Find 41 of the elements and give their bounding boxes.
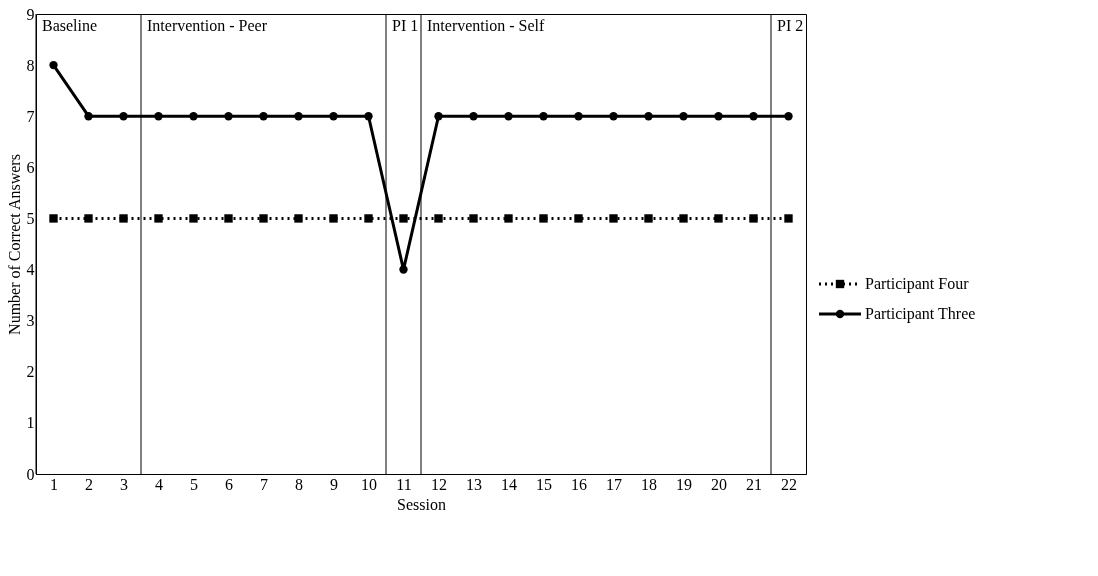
x-tick-label: 9 <box>330 475 338 493</box>
y-tick-label: 8 <box>26 56 35 74</box>
x-tick-label: 6 <box>225 475 233 493</box>
y-axis-title: Number of Correct Answers <box>5 154 23 335</box>
x-tick-label: 13 <box>466 475 482 493</box>
x-tick-label: 19 <box>676 475 692 493</box>
y-tick-label: 4 <box>26 261 35 279</box>
legend-label: Participant Four <box>865 275 970 293</box>
y-tick-label: 7 <box>26 107 35 125</box>
ref-line-label: PI 2 <box>777 17 804 34</box>
y-tick-label: 6 <box>26 158 35 176</box>
x-axis-title: Session <box>397 495 446 513</box>
x-tick-label: 12 <box>431 475 447 493</box>
y-tick-label: 1 <box>26 414 35 432</box>
x-tick-label: 7 <box>260 475 268 493</box>
legend-label: Participant Three <box>865 305 976 323</box>
x-tick-label: 5 <box>190 475 198 493</box>
x-tick-label: 2 <box>85 475 93 493</box>
x-tick-label: 15 <box>536 475 552 493</box>
x-tick-label: 3 <box>120 475 128 493</box>
x-tick-label: 1 <box>50 475 58 493</box>
y-tick-label: 3 <box>26 312 35 330</box>
x-tick-label: 8 <box>295 475 303 493</box>
x-tick-label: 21 <box>746 475 762 493</box>
y-tick-label: 5 <box>26 209 35 227</box>
x-tick-label: 11 <box>396 475 412 493</box>
x-tick-label: 22 <box>781 475 797 493</box>
x-tick-label: 20 <box>711 475 727 493</box>
ref-line-label: Baseline <box>42 17 98 34</box>
x-tick-label: 17 <box>606 475 622 493</box>
x-tick-label: 16 <box>571 475 587 493</box>
ref-line-label: PI 1 <box>392 17 419 34</box>
y-tick-label: 0 <box>26 465 35 483</box>
x-tick-label: 4 <box>155 475 163 493</box>
x-tick-label: 10 <box>361 475 377 493</box>
ref-line-label: Intervention - Peer <box>147 17 268 34</box>
x-tick-label: 18 <box>641 475 657 493</box>
ref-line-label: Intervention - Self <box>427 17 545 34</box>
y-tick-label: 2 <box>26 363 35 381</box>
y-tick-label: 9 <box>26 5 35 23</box>
x-tick-label: 14 <box>501 475 517 493</box>
